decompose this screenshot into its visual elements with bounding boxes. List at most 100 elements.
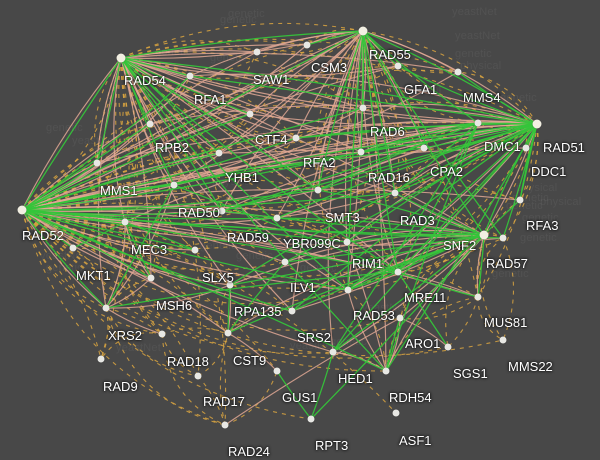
network-node-cpa2[interactable] xyxy=(420,144,428,152)
network-node-ilv1[interactable] xyxy=(281,258,289,266)
network-node-rad18[interactable] xyxy=(158,330,166,338)
network-node-mms1[interactable] xyxy=(93,159,101,167)
network-node-csm3[interactable] xyxy=(303,41,311,49)
network-node-rim1[interactable] xyxy=(343,238,351,246)
edge-yeastnet xyxy=(120,57,223,212)
edge-physical xyxy=(120,57,479,124)
edge-yeastnet xyxy=(347,271,399,291)
edge-yeastnet xyxy=(295,122,479,139)
edge-yeastnet xyxy=(124,221,152,279)
network-node-hed1[interactable] xyxy=(329,348,337,356)
network-node-ddc1[interactable] xyxy=(522,144,530,152)
edge-yeastnet xyxy=(21,147,425,211)
edge-genetic xyxy=(100,57,130,360)
network-node-rfa1[interactable] xyxy=(186,72,194,80)
network-node-mkt1[interactable] xyxy=(69,244,77,252)
edge-genetic xyxy=(120,57,227,426)
edge-physical xyxy=(21,152,220,211)
edge-physical xyxy=(21,209,349,291)
network-node-smt3[interactable] xyxy=(314,186,322,194)
edge-physical xyxy=(295,30,364,139)
network-node-sgs1[interactable] xyxy=(444,343,452,351)
network-node-rad51[interactable] xyxy=(532,119,542,129)
network-node-rad9[interactable] xyxy=(97,355,105,363)
edge-yeastnet xyxy=(332,234,485,353)
network-node-rad24[interactable] xyxy=(221,421,229,429)
edge-yeastnet xyxy=(21,113,251,211)
edge-yeastnet xyxy=(347,123,538,291)
network-node-aro1[interactable] xyxy=(396,314,404,322)
network-node-rad3[interactable] xyxy=(391,189,399,197)
edge-yeastnet xyxy=(221,123,538,212)
network-node-rfa2[interactable] xyxy=(292,134,300,142)
edge-physical xyxy=(120,57,231,286)
edge-yeastnet xyxy=(397,271,449,348)
network-node-mus81[interactable] xyxy=(474,293,482,301)
edge-genetic xyxy=(21,141,425,211)
network-node-rad55[interactable] xyxy=(358,26,368,36)
edge-genetic xyxy=(306,28,364,46)
network-node-mms22[interactable] xyxy=(499,336,507,344)
edge-physical xyxy=(346,241,387,372)
network-node-rad16[interactable] xyxy=(357,148,365,156)
network-node-snf2[interactable] xyxy=(479,230,489,240)
network-node-gus1[interactable] xyxy=(273,367,281,375)
network-node-rad57[interactable] xyxy=(499,234,507,242)
edge-physical xyxy=(224,317,401,426)
edge-genetic xyxy=(21,209,107,309)
edge-genetic xyxy=(21,209,504,289)
edge-genetic xyxy=(347,289,387,372)
edge-yeastnet xyxy=(120,30,364,59)
edge-yeastnet xyxy=(397,122,479,273)
network-node-rpa135[interactable] xyxy=(226,281,234,289)
network-node-gfa1[interactable] xyxy=(394,62,402,70)
network-node-rad52[interactable] xyxy=(17,205,27,215)
edge-physical xyxy=(291,234,485,312)
network-node-ybr099c[interactable] xyxy=(273,214,281,222)
network-node-rad6[interactable] xyxy=(359,104,367,112)
network-node-rpt3[interactable] xyxy=(307,415,315,423)
edge-yeastnet xyxy=(332,123,538,353)
network-node-asf1[interactable] xyxy=(392,409,400,417)
edge-genetic xyxy=(347,30,399,273)
network-node-rad53[interactable] xyxy=(344,286,352,294)
edge-genetic xyxy=(224,370,278,426)
network-node-xrs2[interactable] xyxy=(102,304,110,312)
network-node-saw1[interactable] xyxy=(253,48,261,56)
edge-genetic xyxy=(21,209,152,279)
edge-yeastnet xyxy=(21,152,220,211)
network-node-rpb2[interactable] xyxy=(146,120,154,128)
edge-yeastnet xyxy=(120,57,319,191)
edge-genetic xyxy=(477,123,538,298)
network-node-cst9[interactable] xyxy=(224,329,232,337)
network-node-rad17[interactable] xyxy=(194,372,202,380)
edge-genetic xyxy=(457,71,538,125)
edge-yeastnet xyxy=(385,317,401,372)
edge-genetic xyxy=(72,247,107,309)
network-node-yhb1[interactable] xyxy=(215,149,223,157)
network-node-msh6[interactable] xyxy=(147,274,155,282)
network-node-slx5[interactable] xyxy=(191,246,199,254)
network-node-mec3[interactable] xyxy=(121,218,129,226)
edge-yeastnet xyxy=(120,57,151,125)
edge-physical xyxy=(399,317,449,348)
network-node-rad50[interactable] xyxy=(170,181,178,189)
edge-genetic xyxy=(189,30,364,79)
network-node-mre11[interactable] xyxy=(394,268,402,276)
edge-yeastnet xyxy=(227,284,231,334)
edge-yeastnet xyxy=(21,123,151,211)
network-node-rad54[interactable] xyxy=(116,53,126,63)
network-node-ctf4[interactable] xyxy=(246,110,254,118)
network-node-mms4[interactable] xyxy=(454,68,462,76)
edge-yeastnet xyxy=(229,123,538,286)
edge-yeastnet xyxy=(317,189,485,236)
network-node-dmc1[interactable] xyxy=(474,119,482,127)
network-node-srs2[interactable] xyxy=(288,307,296,315)
edge-genetic xyxy=(360,123,538,154)
network-node-rad59[interactable] xyxy=(218,207,226,215)
network-node-rfa3[interactable] xyxy=(516,196,524,204)
network-node-rdh54[interactable] xyxy=(382,367,390,375)
edge-physical xyxy=(295,119,538,139)
edge-genetic xyxy=(385,234,485,372)
